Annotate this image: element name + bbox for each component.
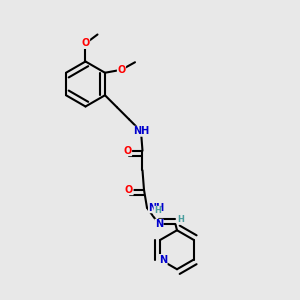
Text: N: N bbox=[155, 219, 163, 229]
Text: O: O bbox=[123, 146, 132, 156]
Text: H: H bbox=[154, 206, 161, 215]
Text: O: O bbox=[117, 65, 126, 75]
Text: N: N bbox=[159, 254, 167, 265]
Text: NH: NH bbox=[133, 126, 149, 136]
Text: H: H bbox=[177, 215, 184, 224]
Text: O: O bbox=[125, 185, 133, 195]
Text: NH: NH bbox=[148, 203, 165, 213]
Text: O: O bbox=[81, 38, 90, 49]
